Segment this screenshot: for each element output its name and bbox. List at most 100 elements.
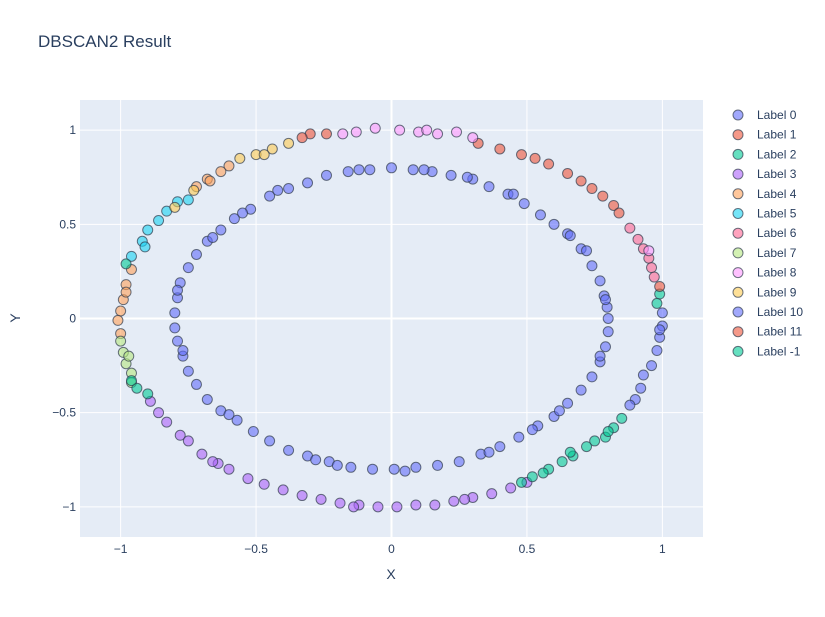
data-point[interactable]	[237, 207, 249, 219]
data-point[interactable]	[643, 245, 655, 257]
data-point[interactable]	[264, 190, 276, 202]
data-point[interactable]	[613, 207, 625, 219]
data-point[interactable]	[602, 313, 614, 324]
data-point[interactable]	[228, 213, 240, 225]
data-point[interactable]	[459, 493, 471, 505]
data-point[interactable]	[131, 382, 143, 394]
data-point[interactable]	[182, 194, 194, 206]
data-point[interactable]	[586, 371, 598, 383]
data-point[interactable]	[296, 490, 308, 502]
data-point[interactable]	[483, 181, 495, 193]
data-point[interactable]	[215, 166, 227, 178]
data-point[interactable]	[526, 424, 538, 436]
data-point[interactable]	[337, 128, 349, 140]
data-point[interactable]	[115, 335, 127, 347]
data-point[interactable]	[364, 164, 376, 176]
data-point[interactable]	[342, 166, 354, 178]
data-point[interactable]	[174, 429, 186, 441]
data-point[interactable]	[534, 209, 546, 221]
data-point[interactable]	[277, 484, 289, 496]
data-point[interactable]	[451, 126, 463, 138]
data-point[interactable]	[608, 199, 620, 211]
data-point[interactable]	[161, 416, 173, 428]
data-point[interactable]	[296, 132, 308, 144]
data-point[interactable]	[432, 459, 444, 471]
data-point[interactable]	[120, 258, 132, 270]
data-point[interactable]	[516, 476, 528, 488]
data-point[interactable]	[581, 245, 593, 257]
data-point[interactable]	[599, 341, 611, 353]
legend-item[interactable]: Label 3	[732, 167, 797, 181]
data-point[interactable]	[320, 128, 332, 140]
data-point[interactable]	[207, 232, 219, 244]
data-point[interactable]	[201, 393, 213, 405]
data-point[interactable]	[445, 169, 457, 181]
data-point[interactable]	[410, 499, 422, 511]
data-point[interactable]	[453, 456, 465, 468]
data-point[interactable]	[483, 446, 495, 458]
data-point[interactable]	[597, 190, 609, 202]
legend-item[interactable]: Label 10	[732, 305, 803, 319]
data-point[interactable]	[410, 461, 422, 473]
data-point[interactable]	[575, 175, 587, 187]
data-point[interactable]	[388, 463, 400, 475]
legend-item[interactable]: Label 2	[732, 147, 797, 161]
data-point[interactable]	[461, 171, 473, 183]
data-point[interactable]	[169, 307, 181, 319]
data-point[interactable]	[331, 459, 343, 471]
data-point[interactable]	[399, 465, 411, 477]
legend-item[interactable]: Label 1	[732, 128, 797, 142]
data-point[interactable]	[575, 384, 587, 396]
data-point[interactable]	[283, 137, 295, 149]
data-point[interactable]	[283, 444, 295, 456]
data-point[interactable]	[139, 241, 151, 253]
data-point[interactable]	[548, 218, 560, 230]
data-point[interactable]	[429, 499, 441, 511]
data-point[interactable]	[635, 382, 647, 394]
data-point[interactable]	[353, 164, 365, 176]
data-point[interactable]	[391, 501, 403, 513]
data-point[interactable]	[448, 495, 460, 507]
data-point[interactable]	[526, 471, 538, 483]
legend-item[interactable]: Label 6	[732, 226, 797, 240]
data-point[interactable]	[247, 426, 259, 438]
data-point[interactable]	[494, 441, 506, 453]
data-point[interactable]	[153, 407, 165, 419]
data-point[interactable]	[223, 463, 235, 475]
data-point[interactable]	[394, 124, 406, 136]
data-point[interactable]	[543, 158, 555, 170]
data-point[interactable]	[125, 250, 137, 262]
data-point[interactable]	[223, 409, 235, 421]
legend-item[interactable]: Label 9	[732, 285, 797, 299]
data-point[interactable]	[310, 454, 322, 466]
data-point[interactable]	[537, 467, 549, 479]
data-point[interactable]	[651, 345, 663, 357]
data-point[interactable]	[112, 314, 124, 326]
legend-item[interactable]: Label 8	[732, 266, 797, 280]
data-point[interactable]	[190, 378, 202, 390]
data-point[interactable]	[529, 152, 541, 164]
data-point[interactable]	[242, 473, 254, 485]
data-point[interactable]	[142, 224, 154, 236]
data-point[interactable]	[599, 294, 611, 306]
data-point[interactable]	[177, 345, 189, 357]
data-point[interactable]	[562, 397, 574, 409]
data-point[interactable]	[507, 188, 519, 200]
legend-item[interactable]: Label 4	[732, 187, 797, 201]
data-point[interactable]	[142, 388, 154, 400]
data-point[interactable]	[637, 369, 649, 381]
data-point[interactable]	[315, 493, 327, 505]
data-point[interactable]	[369, 122, 381, 134]
data-point[interactable]	[264, 435, 276, 447]
data-point[interactable]	[207, 456, 219, 468]
data-point[interactable]	[624, 222, 636, 234]
data-point[interactable]	[494, 143, 506, 155]
data-point[interactable]	[215, 224, 227, 236]
data-point[interactable]	[258, 149, 270, 161]
data-point[interactable]	[283, 183, 295, 195]
data-point[interactable]	[505, 482, 517, 494]
data-point[interactable]	[182, 365, 194, 377]
data-point[interactable]	[182, 262, 194, 274]
data-point[interactable]	[562, 167, 574, 179]
data-point[interactable]	[196, 448, 208, 460]
